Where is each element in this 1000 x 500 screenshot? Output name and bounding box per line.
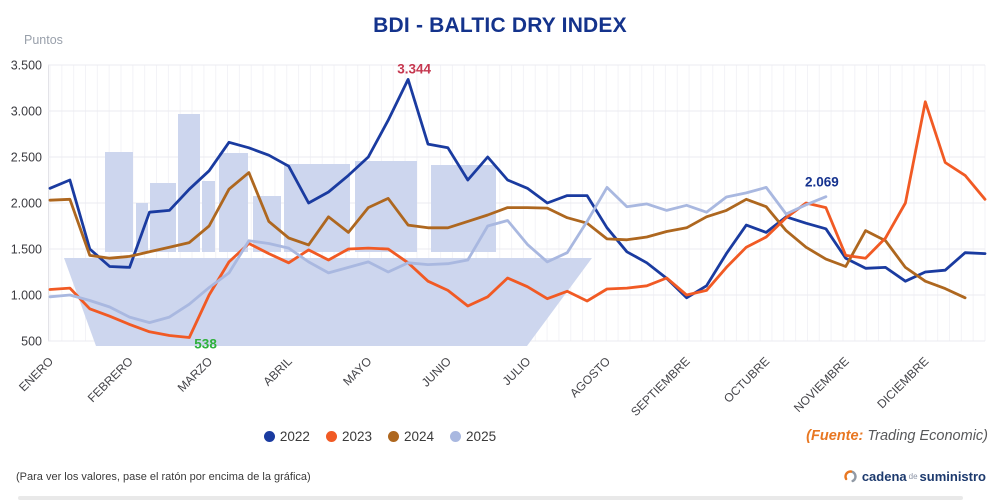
x-axis-month-labels: ENERO FEBRERO MARZO ABRIL MAYO JUNIO JULIO AGOS…: [16, 354, 931, 419]
annotation-3.344: 3.344: [397, 61, 431, 76]
x-month-label-septiembre: SEPTIEMBRE: [628, 354, 693, 419]
y-tick-label: 1.000: [11, 289, 42, 303]
legend-item-2024[interactable]: 2024: [388, 429, 434, 444]
logo-word-suministro: suministro: [919, 469, 986, 484]
y-axis-tick-labels: 500 1.000 1.500 2.000 2.500 3.000 3.500: [11, 59, 42, 349]
y-tick-label: 3.500: [11, 59, 42, 73]
x-month-label-marzo: MARZO: [175, 354, 216, 395]
y-tick-label: 1.500: [11, 243, 42, 257]
logo-text: cadena de suministro: [862, 469, 986, 484]
site-logo[interactable]: cadena de suministro: [843, 469, 986, 484]
legend-item-2023[interactable]: 2023: [325, 429, 372, 444]
x-month-label-enero: ENERO: [16, 354, 56, 394]
x-month-label-febrero: FEBRERO: [85, 354, 136, 405]
source-name: Trading Economic): [863, 428, 988, 444]
hover-hint-note: (Para ver los valores, pase el ratón por…: [16, 471, 311, 483]
x-month-label-octubre: OCTUBRE: [721, 354, 772, 405]
x-month-label-mayo: MAYO: [340, 354, 374, 388]
x-month-label-julio: JULIO: [500, 354, 534, 388]
chart-legend: 2022 2023 2024 2025: [0, 429, 760, 444]
series-line-2022[interactable]: [48, 78, 987, 300]
page-title: BDI - BALTIC DRY INDEX: [373, 14, 627, 37]
legend-label-2024: 2024: [404, 429, 435, 444]
logo-word-de: de: [908, 472, 918, 481]
y-tick-label: 2.000: [11, 197, 42, 211]
series-line-2023[interactable]: [48, 100, 987, 339]
x-month-label-agosto: AGOSTO: [567, 354, 613, 400]
y-tick-label: 500: [21, 335, 42, 349]
x-month-label-junio: JUNIO: [419, 354, 454, 389]
value-annotations: 3.344 2.069 538: [194, 61, 838, 351]
x-month-label-abril: ABRIL: [260, 354, 295, 389]
x-month-label-noviembre: NOVIEMBRE: [791, 354, 852, 415]
y-tick-label: 3.000: [11, 105, 42, 119]
legend-label-2023: 2023: [341, 429, 372, 444]
annotation-538: 538: [194, 337, 217, 352]
series-lines: [48, 78, 987, 339]
y-tick-label: 2.500: [11, 151, 42, 165]
annotation-2.069: 2.069: [805, 175, 839, 190]
legend-label-2025: 2025: [466, 429, 497, 444]
series-line-2024[interactable]: [48, 171, 967, 300]
cropped-text-row: [18, 496, 963, 500]
legend-item-2022[interactable]: 2022: [263, 429, 310, 444]
legend-label-2022: 2022: [279, 429, 310, 444]
y-axis-unit-label: Puntos: [24, 33, 63, 47]
source-prefix: (Fuente:: [806, 428, 864, 444]
logo-word-cadena: cadena: [861, 469, 907, 484]
legend-dot-2024: [388, 431, 399, 442]
series-line-2025[interactable]: [48, 185, 828, 325]
legend-dot-2022: [263, 431, 275, 442]
circular-arrow-icon: [844, 470, 857, 483]
chart-plot-area[interactable]: 500 1.000 1.500 2.000 2.500 3.000 3.500 ENERO F…: [0, 0, 1000, 430]
x-month-label-diciembre: DICIEMBRE: [874, 354, 931, 411]
legend-dot-2023: [325, 431, 337, 442]
source-credit: (Fuente: Trading Economic): [806, 428, 988, 444]
legend-item-2025[interactable]: 2025: [450, 429, 496, 444]
legend-dot-2025: [450, 431, 462, 442]
